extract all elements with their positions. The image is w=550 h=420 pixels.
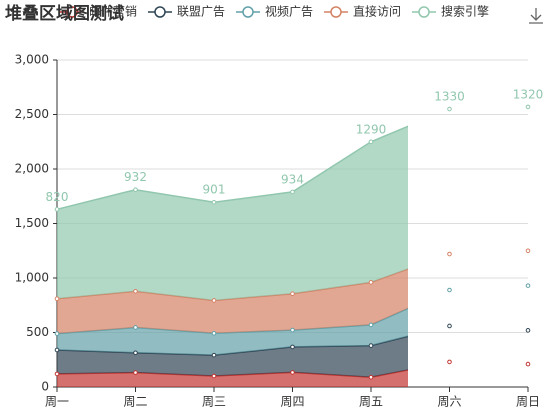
point (211, 298, 217, 303)
download-glyph[interactable] (529, 8, 543, 24)
data-label: 901 (203, 183, 226, 197)
point (211, 373, 217, 379)
x-tick-label: 周六 (437, 395, 461, 409)
point (447, 287, 452, 293)
point (368, 322, 374, 328)
legend-marker (418, 6, 430, 18)
download-icon[interactable] (529, 8, 543, 24)
point (133, 187, 138, 193)
point (368, 280, 374, 285)
legend-marker (66, 6, 78, 18)
point (525, 328, 531, 333)
point (290, 344, 295, 350)
point (447, 251, 452, 257)
point (54, 207, 60, 212)
point (290, 291, 295, 296)
legend-label: 视频广告 (265, 4, 313, 19)
area (57, 126, 408, 301)
point (133, 350, 138, 356)
y-tick-label: 3,000 (15, 53, 49, 67)
legend: 邮件营销 联盟广告 视频广告 直接访问 搜索引擎 (60, 4, 489, 19)
area (57, 269, 408, 334)
legend-marker (330, 6, 342, 18)
point (54, 347, 60, 353)
point (525, 361, 531, 367)
point (133, 370, 138, 375)
point (54, 331, 60, 336)
point (525, 283, 531, 288)
area (57, 308, 408, 356)
point (368, 343, 374, 348)
chart-title: 堆叠区域图测试 (5, 3, 124, 24)
point (447, 359, 452, 365)
x-tick-label: 周四 (280, 395, 304, 409)
point (447, 323, 452, 329)
x-tick-label: 周三 (202, 395, 226, 409)
data-label: 934 (281, 172, 304, 186)
point (211, 352, 217, 358)
legend-marker (154, 6, 166, 18)
x-tick-label: 周日 (516, 395, 540, 409)
legend-marker (242, 6, 254, 18)
point (368, 139, 374, 145)
point (211, 199, 217, 205)
point (54, 371, 60, 377)
y-tick-label: 1,500 (15, 216, 49, 230)
legend-label: 联盟广告 (177, 5, 225, 19)
y-tick-label: 2,000 (15, 162, 49, 176)
y-tick-label: 0 (41, 380, 49, 394)
x-tick-label: 周五 (359, 395, 383, 409)
legend-label: 邮件营销 (89, 5, 137, 19)
point (54, 296, 60, 302)
point (368, 374, 374, 380)
y-tick-label: 1,000 (15, 271, 49, 285)
data-label: 1330 (434, 90, 465, 104)
x-tick-label: 周二 (123, 395, 147, 409)
point (133, 288, 138, 294)
point (290, 189, 295, 195)
data-label: 1320 (513, 87, 544, 101)
point (290, 327, 295, 333)
legend-label: 直接访问 (353, 4, 401, 19)
point (133, 325, 138, 330)
point (525, 248, 531, 254)
point (211, 330, 217, 336)
point (525, 104, 531, 110)
data-label: 932 (124, 170, 147, 184)
y-tick-label: 2,500 (15, 107, 49, 121)
x-tick-label: 周一 (45, 395, 69, 409)
legend-label: 搜索引擎 (441, 4, 489, 19)
y-tick-label: 500 (26, 325, 49, 339)
data-label: 820 (46, 190, 69, 204)
point (447, 106, 452, 112)
point (290, 370, 295, 375)
data-label: 1290 (356, 122, 387, 136)
